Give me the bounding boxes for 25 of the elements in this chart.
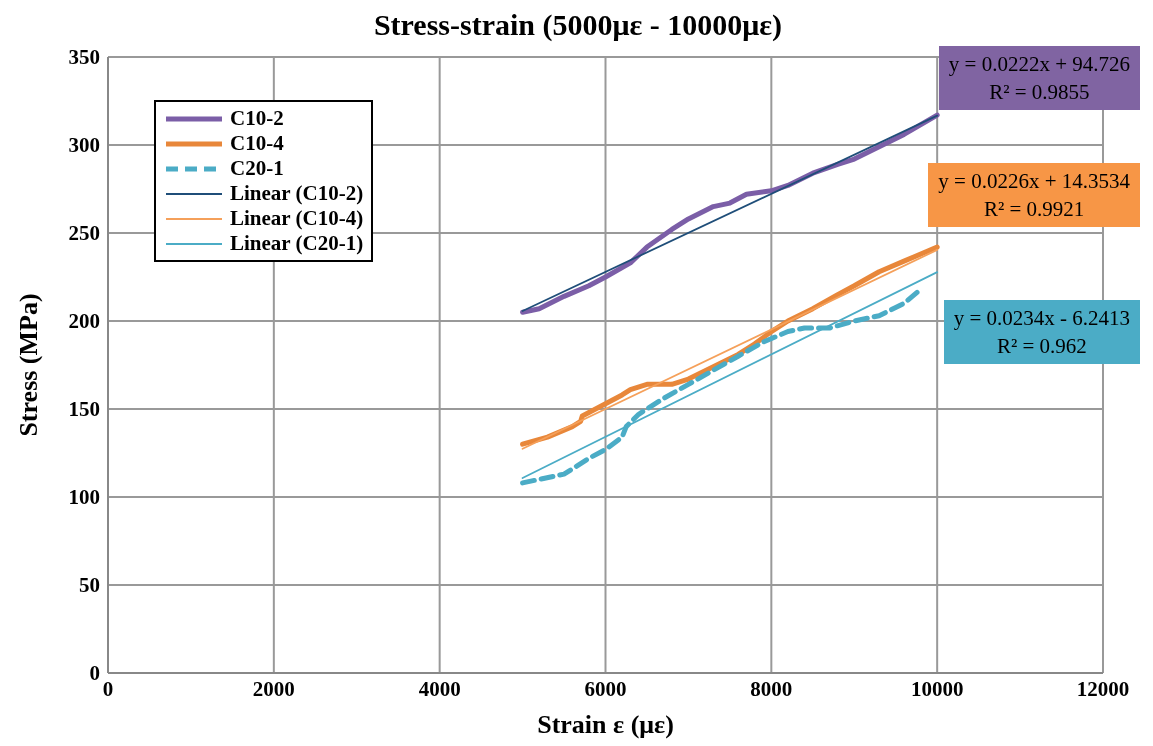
- y-tick-label: 50: [79, 573, 100, 598]
- y-axis-title: Stress (MPa): [14, 293, 44, 437]
- y-tick-label: 300: [68, 133, 100, 158]
- x-axis-title: Strain ε (με): [537, 710, 674, 739]
- legend-label: C10-4: [230, 131, 284, 156]
- x-tick-label: 12000: [1076, 676, 1130, 701]
- legend-label: Linear (C10-2): [230, 181, 364, 206]
- legend-label: Linear (C10-4): [230, 206, 364, 231]
- chart-title: Stress-strain (5000με - 10000με): [372, 8, 784, 42]
- y-tick-label: 250: [68, 221, 100, 246]
- legend-label: Linear (C20-1): [230, 231, 364, 256]
- x-tick-label: 4000: [418, 676, 461, 701]
- legend-label: C10-2: [230, 106, 284, 131]
- y-tick-label: 150: [68, 397, 100, 422]
- legend-label: C20-1: [230, 156, 284, 181]
- annotation: y = 0.0226x + 14.3534 R² = 0.9921: [928, 163, 1140, 227]
- annotation: y = 0.0234x - 6.2413 R² = 0.962: [943, 300, 1140, 364]
- y-tick-label: 350: [68, 45, 100, 70]
- x-tick-label: 6000: [584, 676, 627, 701]
- x-tick-label: 8000: [750, 676, 793, 701]
- y-tick-label: 200: [68, 309, 100, 334]
- y-tick-label: 100: [68, 485, 100, 510]
- annotation: y = 0.0222x + 94.726 R² = 0.9855: [938, 46, 1140, 110]
- x-tick-label: 10000: [910, 676, 964, 701]
- x-tick-label: 2000: [252, 676, 295, 701]
